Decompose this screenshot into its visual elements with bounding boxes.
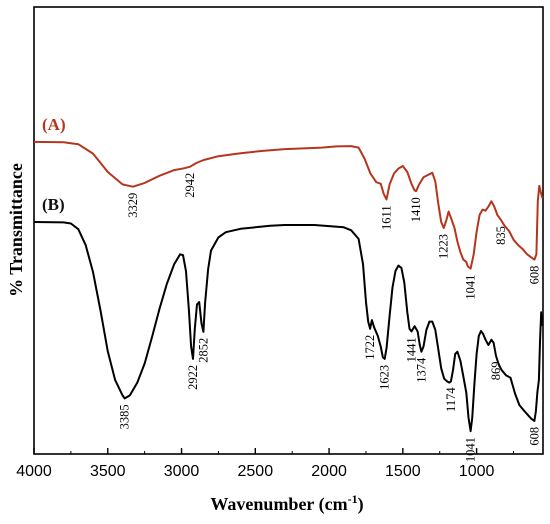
series-b-peak-1623: 1623	[378, 365, 392, 390]
series-b-peak-3385: 3385	[118, 404, 132, 429]
peak-annotations: 3329 2942 1611 1410 1223 1041 835 608 3385 2922 28…	[118, 173, 542, 462]
series-a-peak-1410: 1410	[409, 197, 423, 222]
x-tick-label-2500: 2500	[238, 463, 274, 480]
series-layer	[33, 140, 544, 433]
series-b-peak-2922: 2922	[186, 365, 200, 390]
series-a-peak-1041: 1041	[464, 275, 478, 300]
x-tick-label-3500: 3500	[90, 463, 126, 480]
x-tick-label-1500: 1500	[385, 463, 421, 480]
series-b-line	[33, 221, 544, 433]
series-a-name-label: (A)	[42, 115, 66, 134]
series-b-peak-869: 869	[489, 362, 503, 381]
x-tick-label-1000: 1000	[459, 463, 495, 480]
series-b-peak-608: 608	[527, 427, 541, 446]
series-b-peak-1441: 1441	[405, 337, 419, 362]
series-a-line	[33, 140, 544, 270]
series-a-peak-3329: 3329	[126, 193, 140, 218]
series-a-peak-1611: 1611	[380, 205, 394, 230]
plot-frame	[33, 6, 544, 455]
x-tick-label-4000: 4000	[16, 463, 52, 480]
series-b-peak-1722: 1722	[363, 335, 377, 360]
y-axis-title: % Transmittance	[6, 163, 26, 297]
series-b-name-label: (B)	[42, 195, 65, 214]
x-axis-ticks: 4000 3500 3000 2500 2000 1500 1000	[16, 448, 514, 480]
series-b-peak-1041: 1041	[464, 437, 478, 462]
series-b-peak-2852: 2852	[196, 338, 210, 363]
x-axis-title: Wavenumber (cm-1)	[210, 492, 363, 515]
x-tick-label-2000: 2000	[311, 463, 347, 480]
x-tick-label-3000: 3000	[164, 463, 200, 480]
series-b-peak-1374: 1374	[414, 357, 428, 383]
series-b-peak-1174: 1174	[444, 387, 458, 412]
series-labels: (A) (B)	[42, 115, 66, 214]
series-a-peak-608: 608	[527, 266, 541, 285]
series-a-peak-1223: 1223	[437, 234, 451, 259]
series-a-peak-2942: 2942	[183, 173, 197, 198]
series-a-peak-835: 835	[494, 226, 508, 245]
